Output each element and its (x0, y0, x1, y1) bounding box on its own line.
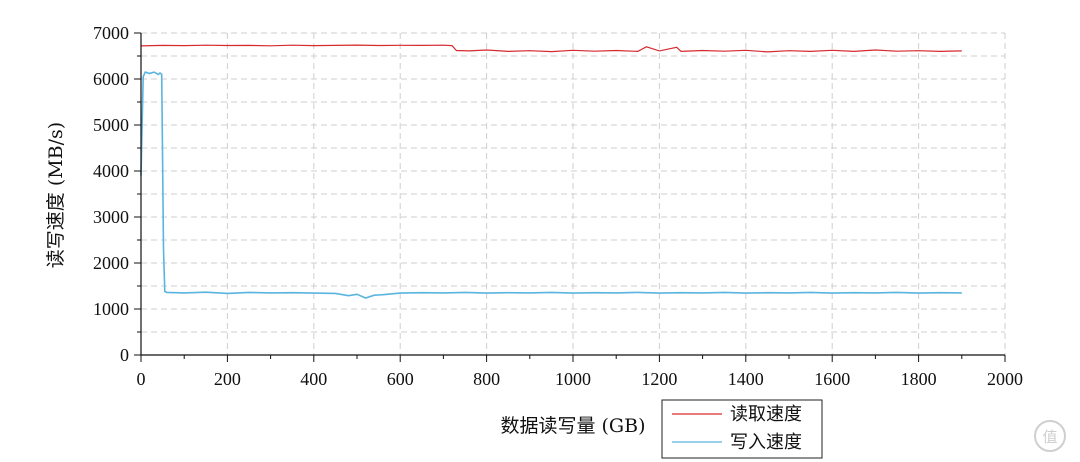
x-tick-labels: 0 200 400 600 800 1000 1200 1400 1600 1800 2000 (137, 369, 1024, 389)
y-tick-label: 6000 (93, 69, 129, 89)
x-tick-label: 1000 (555, 369, 591, 389)
series-line-write (140, 71, 962, 299)
tick-marks (134, 32, 1006, 362)
y-tick-label: 7000 (93, 23, 129, 43)
legend-box (661, 399, 823, 459)
x-tick-label: 1600 (814, 369, 850, 389)
x-tick-label: 600 (387, 369, 414, 389)
y-tick-label: 4000 (93, 161, 129, 181)
watermark: 值 (1034, 420, 1066, 452)
legend-label-write: 写入速度 (730, 432, 802, 453)
x-tick-label: 200 (214, 369, 241, 389)
legend: 读取速度 写入速度 (661, 399, 823, 459)
series-lines (140, 44, 962, 299)
grid-lines (141, 32, 1006, 355)
x-tick-label: 2000 (987, 369, 1023, 389)
x-tick-label: 400 (300, 369, 327, 389)
y-tick-label: 1000 (93, 299, 129, 319)
x-axis-title: 数据读写量 (GB) (500, 415, 645, 437)
watermark-logo-icon: 值 (1034, 420, 1066, 452)
x-tick-label: 1400 (728, 369, 764, 389)
legend-label-read: 读取速度 (730, 404, 802, 425)
x-tick-label: 0 (137, 369, 146, 389)
y-tick-labels: 0 1000 2000 3000 4000 5000 6000 7000 (93, 23, 129, 365)
y-tick-label: 3000 (93, 207, 129, 227)
x-tick-label: 1800 (901, 369, 937, 389)
x-tick-label: 800 (473, 369, 500, 389)
series-line-read (140, 44, 962, 53)
y-tick-label: 2000 (93, 253, 129, 273)
y-tick-label: 0 (120, 345, 129, 365)
y-axis-title: 读写速度 (MB/s) (45, 122, 67, 268)
y-tick-label: 5000 (93, 115, 129, 135)
x-tick-label: 1200 (641, 369, 677, 389)
